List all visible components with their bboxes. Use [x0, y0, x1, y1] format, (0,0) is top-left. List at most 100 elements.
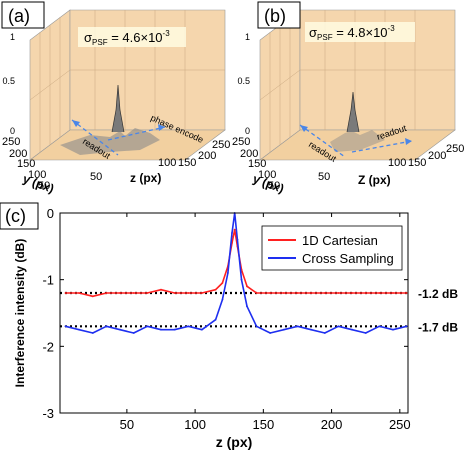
panel-a-ytick: 50 — [38, 180, 50, 192]
panel-a-ytick: 100 — [28, 169, 46, 181]
panel-c-ylabel: Interference intensity (dB) — [13, 239, 27, 388]
data-point — [132, 332, 135, 334]
data-point — [78, 292, 81, 294]
panel-b-xtick: 50 — [318, 171, 330, 183]
panel-b-xtick: 200 — [428, 150, 446, 162]
data-point — [255, 292, 258, 294]
panel-b-sigma: σPSF = 4.8×10-3 — [309, 24, 395, 42]
x-tick-label: 50 — [120, 417, 134, 432]
panel-a-label-box — [1, 1, 45, 29]
data-point — [282, 292, 285, 294]
data-point — [246, 285, 248, 288]
panel-b-ztick-2: 1 — [245, 32, 250, 42]
panel-a-ylabel: y (px) — [21, 172, 56, 196]
x-tick-label: 200 — [321, 417, 343, 432]
data-point — [323, 332, 326, 334]
panel-b-arrow-readout-2 — [351, 140, 413, 153]
panel-a-ytick: 250 — [2, 136, 20, 148]
data-point — [64, 325, 67, 328]
data-point — [269, 292, 272, 294]
data-point — [226, 272, 229, 274]
panel-c-legend: 1D Cartesian Cross Sampling — [261, 225, 403, 271]
data-point — [351, 292, 353, 294]
panel-b-3d-psf: σPSF = 4.8×10-3 (b) 0 0.5 1 250 200 150 … — [232, 1, 464, 196]
panel-a-label: (a) — [8, 6, 30, 26]
y-tick-label: -2 — [42, 339, 54, 354]
data-point — [323, 292, 326, 294]
data-point — [282, 328, 285, 331]
panel-b-floor — [259, 129, 456, 161]
data-point — [201, 292, 203, 294]
data-point — [91, 332, 94, 334]
data-point — [310, 292, 313, 294]
legend-box — [261, 225, 403, 271]
panel-b-xtick: 250 — [446, 143, 464, 155]
data-point — [269, 332, 272, 334]
panel-a-xticks: 50 100 150 200 250 — [90, 139, 230, 183]
panel-a-arrowhead — [158, 124, 165, 131]
panel-a-xtick: 150 — [178, 157, 196, 169]
data-point — [231, 232, 233, 234]
data-point — [378, 325, 381, 328]
data-point — [173, 328, 176, 331]
data-point — [378, 292, 381, 294]
panel-b-xtick: 100 — [388, 157, 406, 169]
data-point — [364, 332, 367, 334]
panel-a-xlabel: z (px) — [130, 171, 161, 185]
panel-a-ztick-2: 1 — [10, 32, 15, 42]
data-point — [233, 228, 236, 231]
data-point — [64, 292, 67, 294]
panel-a-xtick: 100 — [158, 157, 176, 169]
panel-a-xtick: 250 — [212, 139, 230, 151]
data-point — [119, 292, 121, 294]
panel-a-sigma: σPSF = 4.6×10-3 — [84, 29, 170, 47]
data-point — [405, 325, 408, 328]
panel-a-ztick-0: 0 — [10, 126, 15, 136]
data-point — [173, 292, 176, 294]
panel-c-plot-frame — [59, 212, 409, 414]
data-point — [187, 292, 190, 294]
panel-b-ztick-0: 0 — [245, 126, 250, 136]
panel-b-arrow-readout-1 — [299, 124, 346, 158]
data-point — [240, 278, 243, 281]
panel-a-arrow-phase — [107, 126, 166, 141]
data-point — [105, 292, 108, 294]
panel-b-arrowhead — [405, 138, 412, 145]
x-tick-label: 100 — [184, 417, 206, 432]
y-tick-label: 0 — [47, 206, 54, 221]
x-tick-label: 250 — [389, 417, 411, 432]
data-point — [405, 292, 408, 294]
panel-a-arrow-readout — [71, 119, 119, 156]
data-point — [160, 328, 162, 331]
data-point — [392, 292, 394, 294]
data-point — [214, 318, 217, 321]
panel-a-arrowhead — [72, 120, 80, 127]
data-point — [214, 288, 217, 291]
data-point — [351, 328, 353, 331]
panel-a-yticks: 250 200 150 100 50 — [2, 136, 50, 192]
panel-b-ylabel: y (px) — [251, 172, 286, 196]
y-tick-label: -1 — [42, 273, 54, 288]
panel-b-noise-floor — [330, 130, 385, 152]
panel-a-3d-psf: σPSF = 4.6×10-3 (a) 0 0.5 1 250 200 150 … — [1, 1, 230, 196]
panel-c-ticks: 50 100 150 200 250 -3 -2 -1 0 — [42, 206, 410, 432]
data-point — [296, 325, 299, 328]
reference-line-label-0: -1.2 dB — [418, 287, 458, 301]
panel-b-xlabel: Z (px) — [358, 173, 391, 187]
panel-a-noise-floor — [60, 128, 160, 155]
panel-b-ztick-1: 0.5 — [237, 76, 250, 86]
data-point — [392, 328, 394, 331]
panel-b-ytick: 250 — [232, 136, 250, 148]
panel-b-xtick: 150 — [408, 157, 426, 169]
panel-b-sigma-box — [305, 22, 415, 42]
panel-a-xtick: 50 — [90, 171, 102, 183]
panel-c-ref-labels: -1.2 dB -1.7 dB — [418, 287, 458, 334]
data-point — [201, 328, 203, 331]
panel-a-ytick: 200 — [9, 148, 27, 160]
data-point — [160, 288, 162, 291]
panel-b-ytick: 200 — [240, 148, 258, 160]
data-point — [91, 295, 94, 298]
data-point — [119, 328, 121, 331]
panel-b-xticks: 50 100 150 200 250 — [318, 143, 464, 183]
